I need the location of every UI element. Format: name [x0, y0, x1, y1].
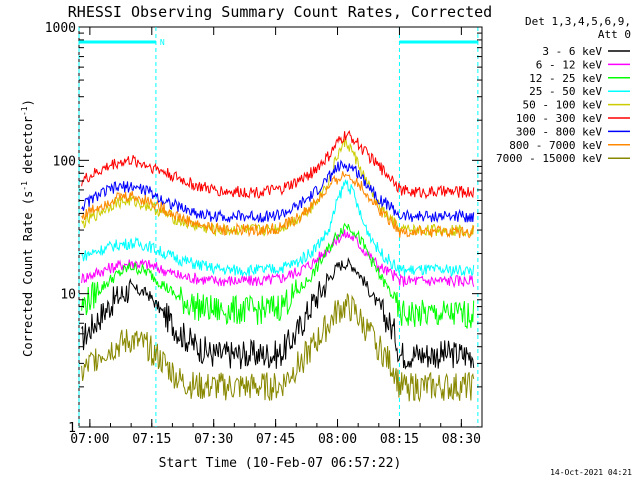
x-tick-label: 07:30	[194, 432, 233, 447]
series-line-2	[81, 229, 475, 289]
chart-title: RHESSI Observing Summary Count Rates, Co…	[68, 3, 492, 21]
legend-label: 7000 - 15000 keV	[496, 152, 602, 165]
legend-item: 300 - 800 keV	[516, 125, 630, 138]
y-axis-title-exp2: -1	[20, 106, 29, 116]
series-line-8	[81, 171, 475, 239]
y-tick-label: 100	[53, 154, 76, 169]
legend-label: 3 - 6 keV	[542, 45, 602, 58]
legend-label: 25 - 50 keV	[529, 85, 602, 98]
x-axis: 07:00 07:15 07:30 07:45 08:00 08:15 08:30	[70, 27, 483, 447]
y-axis-title: Corrected Count Rate (s-1 detector-1)	[20, 99, 35, 357]
x-tick-label: 07:45	[256, 432, 295, 447]
legend-label: 800 - 7000 keV	[509, 139, 602, 152]
night-interval-2	[398, 27, 479, 427]
plot-area: N 07:00 07:15 07:30 07:45 08:00 08:15 08:30 11…	[45, 21, 483, 447]
legend-item: 12 - 25 keV	[529, 72, 630, 85]
series-line-5	[81, 136, 475, 237]
footer-date: 14-Oct-2021 04:21	[550, 468, 632, 477]
night-intervals: N	[78, 27, 479, 427]
series-line-7	[81, 159, 475, 224]
x-tick-label: 08:30	[442, 432, 481, 447]
legend-item: 800 - 7000 keV	[509, 139, 630, 152]
y-axis-title-exp1: -1	[20, 181, 29, 191]
x-tick-label: 08:00	[318, 432, 357, 447]
legend-item: 25 - 50 keV	[529, 85, 630, 98]
series-layer	[81, 130, 475, 403]
y-tick-label: 1000	[45, 21, 76, 36]
y-axis: 1 10 100 1000	[45, 21, 482, 436]
legend-label: 6 - 12 keV	[536, 58, 603, 71]
legend-item: 50 - 100 keV	[523, 99, 630, 112]
legend-item: 100 - 300 keV	[516, 112, 630, 125]
y-tick-label: 1	[68, 421, 76, 436]
series-line-6	[81, 130, 475, 200]
legend-item: 6 - 12 keV	[536, 58, 630, 71]
y-axis-title-mid: detector	[21, 116, 35, 181]
legend-label: 100 - 300 keV	[516, 112, 602, 125]
y-tick-label: 10	[60, 288, 76, 303]
legend-label: 12 - 25 keV	[529, 72, 602, 85]
legend-item: 7000 - 15000 keV	[496, 152, 630, 165]
night-interval-1: N	[78, 27, 165, 427]
x-tick-label: 07:00	[70, 432, 109, 447]
series-line-4	[81, 179, 475, 278]
x-tick-label: 08:15	[380, 432, 419, 447]
y-axis-title-end: )	[21, 99, 35, 106]
x-axis-title: Start Time (10-Feb-07 06:57:22)	[159, 456, 402, 471]
y-axis-title-main: Corrected Count Rate (s	[21, 191, 35, 357]
legend-item: 3 - 6 keV	[542, 45, 630, 58]
series-line-1	[81, 257, 475, 370]
legend-header-1: Det 1,3,4,5,6,9,	[525, 15, 631, 28]
night-interval-label: N	[160, 38, 165, 47]
series-line-3	[81, 222, 475, 329]
x-tick-label: 07:15	[132, 432, 171, 447]
legend-header-2: Att 0	[598, 28, 631, 41]
legend-label: 300 - 800 keV	[516, 125, 602, 138]
series-line-9	[81, 293, 475, 403]
legend-label: 50 - 100 keV	[523, 99, 603, 112]
